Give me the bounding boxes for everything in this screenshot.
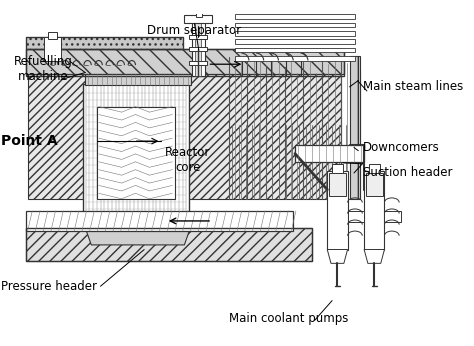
Polygon shape [364,249,384,263]
Bar [48,32,57,39]
Bar [329,173,346,196]
Bar [332,164,343,173]
Bar [369,164,380,173]
Bar [26,37,182,48]
Text: Downcomers: Downcomers [363,141,439,154]
Bar [235,31,355,36]
Bar [26,48,344,74]
Bar [366,173,383,196]
Polygon shape [85,227,191,245]
Bar [189,47,208,51]
Bar [235,56,355,61]
Bar [44,37,61,61]
Text: Suction header: Suction header [363,166,452,180]
Bar [26,211,293,231]
Bar [235,15,355,19]
Bar [384,211,401,222]
Text: Drum separator: Drum separator [147,24,242,37]
Bar [195,21,201,76]
Bar [192,21,205,76]
Bar [26,48,344,76]
Text: Main steam lines: Main steam lines [363,80,463,93]
Bar [347,211,364,222]
Text: Reactor
core: Reactor core [165,146,210,174]
Bar [235,23,355,27]
Polygon shape [327,249,347,263]
Bar [27,65,341,199]
Bar [295,145,364,162]
Bar [26,228,311,261]
Bar [189,61,208,65]
Bar [26,37,182,48]
Bar [235,39,355,44]
Bar [26,228,311,261]
Bar [85,74,191,85]
Bar [196,11,202,17]
Bar [327,171,347,249]
Bar [189,35,208,39]
Bar [83,84,189,227]
Bar [364,171,384,249]
Text: Refuelling
machine: Refuelling machine [14,55,73,83]
Bar [235,48,355,52]
Text: Main coolant pumps: Main coolant pumps [229,311,348,325]
Bar [97,107,175,199]
Text: Pressure header: Pressure header [1,280,97,293]
Bar [350,56,360,199]
Bar [184,15,212,23]
Text: Point A: Point A [1,134,57,148]
